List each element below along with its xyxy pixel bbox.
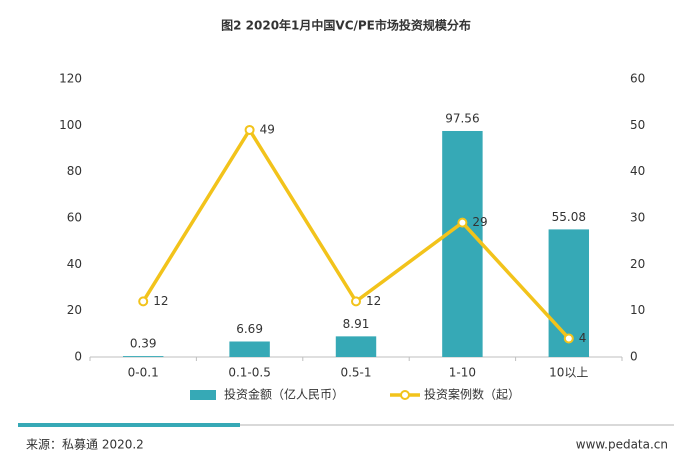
x-tick-label: 0.1-0.5 [228, 366, 271, 380]
y-tick-label: 60 [67, 211, 82, 225]
x-tick-label: 10以上 [549, 366, 588, 380]
y-tick-label: 0 [74, 350, 82, 364]
line-marker [563, 333, 574, 344]
line-value-label: 12 [366, 294, 381, 308]
website: www.pedata.cn [576, 438, 668, 452]
y2-tick-label: 20 [630, 257, 645, 271]
bar [229, 341, 270, 357]
y2-tick-label: 40 [630, 164, 645, 178]
y2-tick-label: 30 [630, 211, 645, 225]
line-marker [457, 217, 468, 228]
bar [335, 336, 377, 357]
y-tick-label: 40 [67, 257, 82, 271]
y-tick-label: 20 [67, 303, 82, 317]
x-tick-label: 0-0.1 [128, 366, 159, 380]
chart-title: 图2 2020年1月中国VC/PE市场投资规模分布 [221, 18, 471, 33]
y2-tick-label: 10 [630, 303, 645, 317]
x-tick-label: 1-10 [449, 366, 476, 380]
bar-value-label: 0.39 [130, 337, 157, 351]
bar-value-label: 6.69 [236, 322, 263, 336]
y2-tick-label: 60 [630, 72, 645, 86]
legend-label: 投资案例数（起） [424, 387, 520, 402]
y2-tick-label: 50 [630, 118, 645, 132]
line-value-label: 12 [153, 294, 168, 308]
y-tick-label: 100 [59, 118, 82, 132]
y-tick-label: 80 [67, 164, 82, 178]
legend-marker [400, 390, 410, 400]
line-marker [138, 296, 149, 307]
line-value-label: 49 [260, 122, 275, 136]
line-marker [244, 124, 255, 135]
legend-swatch [190, 390, 216, 400]
bar-value-label: 8.91 [343, 317, 370, 331]
line-value-label: 4 [579, 331, 587, 345]
y2-tick-label: 0 [630, 350, 638, 364]
legend-label: 投资金额（亿人民币） [224, 387, 344, 402]
source: 来源：私募通 2020.2 [26, 438, 144, 452]
bar [442, 130, 483, 357]
y-tick-label: 120 [59, 72, 82, 86]
bar [122, 356, 164, 357]
x-tick-label: 0.5-1 [340, 366, 371, 380]
line-value-label: 29 [472, 215, 487, 229]
bar-value-label: 55.08 [552, 210, 586, 224]
bar-value-label: 97.56 [445, 111, 479, 125]
line [141, 126, 571, 340]
line-marker [351, 296, 361, 307]
